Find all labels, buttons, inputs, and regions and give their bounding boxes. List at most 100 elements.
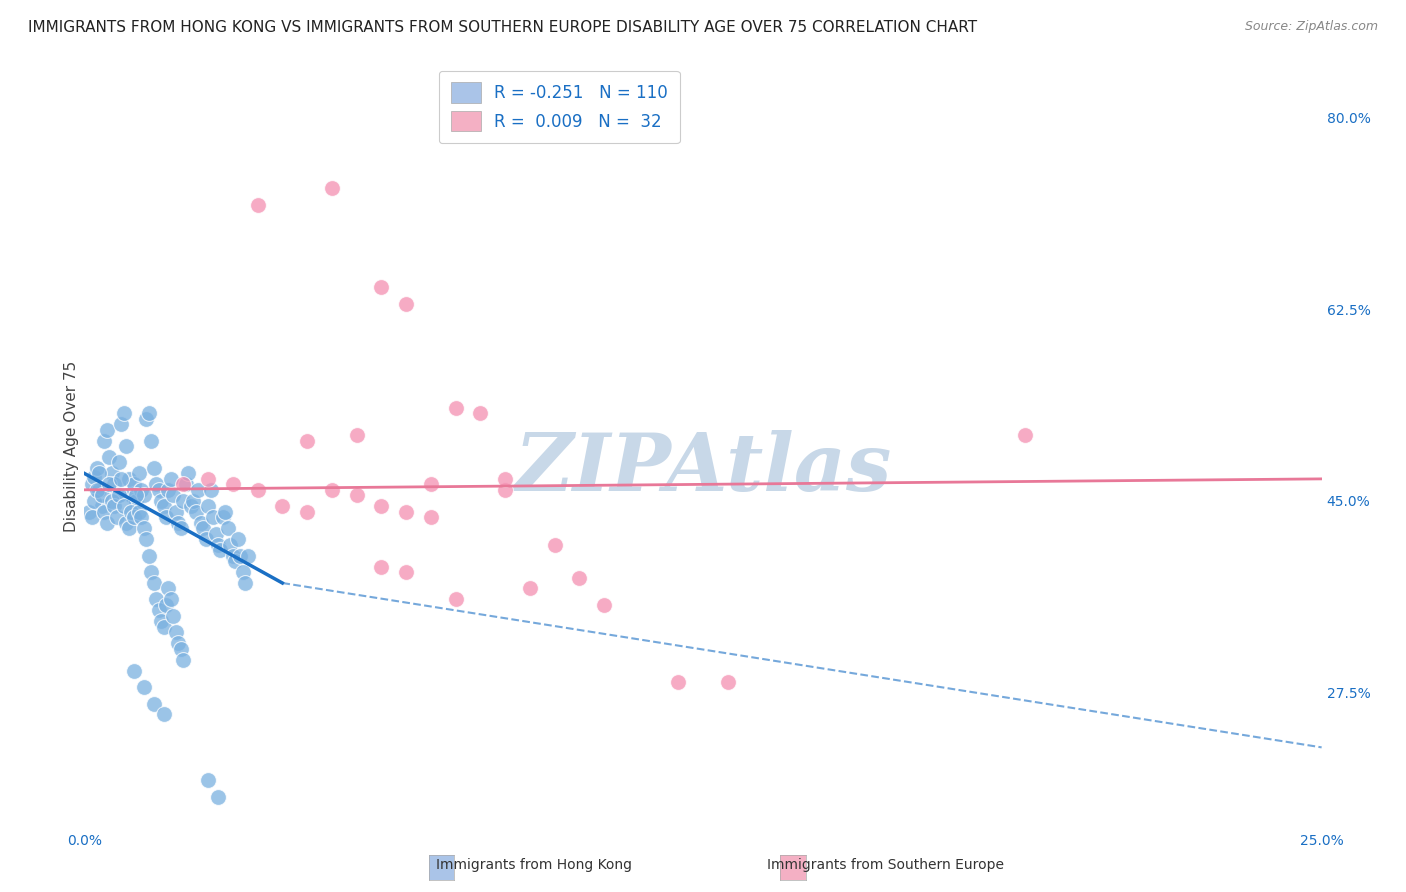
Legend: R = -0.251   N = 110, R =  0.009   N =  32: R = -0.251 N = 110, R = 0.009 N = 32: [439, 70, 679, 143]
Point: [157, 582, 180, 596]
Point: [271, 500, 294, 514]
Point: [148, 483, 170, 497]
Point: [90, 500, 112, 514]
Point: [197, 472, 219, 486]
Point: [128, 467, 150, 481]
Point: [666, 674, 689, 689]
Point: [155, 598, 177, 612]
Point: [167, 636, 190, 650]
Point: [494, 483, 516, 497]
Y-axis label: Disability Age Over 75: Disability Age Over 75: [63, 360, 79, 532]
Point: [90, 488, 112, 502]
Point: [103, 477, 125, 491]
Point: [295, 434, 318, 448]
Point: [170, 521, 193, 535]
Point: [132, 488, 155, 502]
Point: [160, 592, 183, 607]
Point: [141, 434, 163, 448]
Point: [155, 510, 177, 524]
Point: [150, 615, 173, 629]
Point: [470, 406, 492, 420]
Point: [167, 516, 190, 530]
Point: [568, 570, 591, 584]
Point: [132, 680, 155, 694]
Point: [83, 469, 105, 483]
Point: [212, 510, 235, 524]
Point: [135, 411, 157, 425]
Point: [110, 417, 132, 431]
Point: [519, 582, 541, 596]
Point: [142, 576, 165, 591]
Point: [118, 472, 141, 486]
Point: [122, 477, 145, 491]
Point: [204, 526, 226, 541]
Point: [217, 521, 239, 535]
Point: [191, 521, 214, 535]
Point: [202, 510, 225, 524]
Point: [115, 439, 138, 453]
Point: [142, 461, 165, 475]
Point: [148, 603, 170, 617]
Point: [224, 554, 246, 568]
Point: [177, 467, 200, 481]
Point: [395, 565, 418, 579]
Point: [160, 472, 183, 486]
Point: [98, 450, 121, 464]
Point: [226, 532, 249, 546]
Point: [152, 500, 174, 514]
Point: [162, 488, 184, 502]
Point: [207, 789, 229, 804]
Point: [145, 477, 167, 491]
Point: [142, 697, 165, 711]
Point: [187, 483, 209, 497]
Point: [110, 472, 132, 486]
Point: [108, 455, 131, 469]
Text: ZIPAtlas: ZIPAtlas: [515, 430, 891, 508]
Point: [543, 538, 565, 552]
Point: [321, 181, 343, 195]
Point: [165, 625, 187, 640]
Point: [145, 592, 167, 607]
Text: Immigrants from Southern Europe: Immigrants from Southern Europe: [768, 858, 1004, 872]
Point: [129, 510, 152, 524]
Point: [98, 477, 121, 491]
Point: [128, 505, 150, 519]
Point: [229, 549, 252, 563]
Point: [96, 423, 118, 437]
Point: [444, 592, 467, 607]
Point: [80, 510, 103, 524]
Point: [717, 674, 740, 689]
Point: [132, 521, 155, 535]
Point: [444, 401, 467, 415]
Point: [172, 477, 194, 491]
Point: [93, 505, 115, 519]
Point: [222, 549, 245, 563]
Point: [222, 477, 245, 491]
Point: [141, 565, 163, 579]
Point: [494, 472, 516, 486]
Point: [593, 598, 616, 612]
Point: [232, 565, 254, 579]
Point: [1014, 428, 1036, 442]
Point: [152, 620, 174, 634]
Point: [122, 510, 145, 524]
Point: [246, 198, 269, 212]
Point: [138, 549, 160, 563]
Point: [122, 664, 145, 678]
Point: [112, 500, 135, 514]
Point: [93, 434, 115, 448]
Point: [125, 493, 148, 508]
Point: [246, 483, 269, 497]
Point: [233, 576, 256, 591]
Point: [162, 608, 184, 623]
Point: [100, 493, 122, 508]
Point: [180, 500, 202, 514]
Point: [86, 483, 108, 497]
Point: [135, 532, 157, 546]
Point: [120, 505, 142, 519]
Point: [321, 483, 343, 497]
Point: [236, 549, 259, 563]
Point: [115, 516, 138, 530]
Point: [370, 559, 392, 574]
Point: [79, 505, 101, 519]
